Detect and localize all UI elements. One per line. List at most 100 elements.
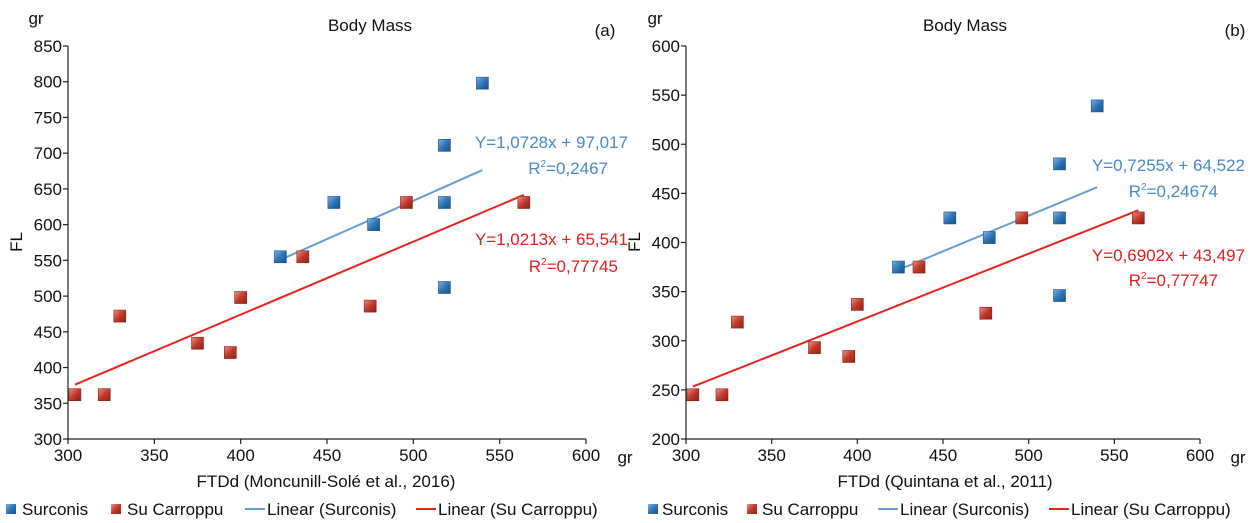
panel-a-point-su-carroppu: [296, 250, 310, 264]
panel-b-y-tick-label: 500: [652, 135, 680, 154]
panel-a-x-tick-label: 350: [140, 446, 168, 465]
panel-a-legend-su-carroppu-label: Su Carroppu: [127, 500, 223, 519]
panel-b-label: (b): [1225, 21, 1246, 40]
panel-b-surconis-r2-value: =0,24674: [1147, 182, 1218, 201]
panel-b-point-surconis: [1053, 289, 1066, 302]
panel-a-x-tick-label: 450: [313, 446, 341, 465]
panel-b-point-su-carroppu: [715, 388, 729, 402]
panel-a-x-tick-label: 500: [399, 446, 427, 465]
panel-b-y-axis-label: FL: [625, 232, 644, 252]
panel-a-x-tick-label: 400: [226, 446, 254, 465]
panel-a-y-tick-label: 550: [34, 251, 62, 270]
panel-b-y-tick-label: 450: [652, 184, 680, 203]
panel-b-point-surconis: [1053, 157, 1066, 171]
panel-a-y-tick-label: 300: [34, 430, 62, 449]
panel-b-point-su-carroppu: [842, 350, 856, 363]
panel-a-y-tick-label: 650: [34, 180, 62, 199]
panel-b-point-su-carroppu: [1132, 211, 1145, 225]
panel-a-point-surconis: [367, 218, 380, 231]
panel-a-surconis-equation: Y=1,0728x + 97,017: [475, 133, 628, 152]
panel-b-point-surconis: [1053, 211, 1066, 225]
panel-a-su-carroppu-r2: R2=0,77745: [529, 257, 618, 276]
panel-b-chart: gr Body Mass (b) FL gr FTDd (Quintana et…: [625, 9, 1246, 491]
panel-a-y-tick-label: 500: [34, 287, 62, 306]
panel-a-label: (a): [595, 21, 616, 40]
panel-b-point-surconis: [892, 260, 905, 274]
panel-b-y-tick-label: 550: [652, 86, 680, 105]
panel-a-point-surconis: [438, 139, 451, 152]
panel-a-x-tick-label: 600: [572, 446, 600, 465]
panel-a-point-surconis: [274, 250, 287, 264]
panel-a-legend: Surconis Su Carroppu Linear (Surconis) L…: [6, 500, 598, 519]
panel-a-point-su-carroppu: [234, 291, 247, 304]
panel-a-y-tick-label: 700: [34, 144, 62, 163]
panel-a-trendline-surconis: [279, 169, 483, 261]
panel-b-x-axis-label: FTDd (Quintana et al., 2011): [837, 472, 1052, 491]
panel-a-point-surconis: [327, 196, 341, 209]
panel-b-legend-surconis-label: Surconis: [662, 500, 728, 519]
panel-a-y-unit: gr: [28, 9, 43, 28]
panel-a-y-tick-label: 400: [34, 359, 62, 378]
panel-a-point-surconis: [476, 76, 489, 90]
panel-a-y-tick-label: 450: [34, 323, 62, 342]
panel-b-point-surconis: [943, 211, 957, 225]
panel-b-x-tick-label: 300: [672, 446, 700, 465]
panel-b-trendline-surconis: [898, 186, 1098, 271]
panel-b-su-carroppu-r2-value: =0,77747: [1147, 271, 1218, 290]
panel-a-su-carroppu-r2-value: =0,77745: [547, 257, 618, 276]
panel-b-x-tick-label: 400: [843, 446, 871, 465]
panel-a-surconis-r2: R2=0,2467: [528, 159, 608, 178]
panel-b-legend-su-carroppu-label: Su Carroppu: [762, 500, 858, 519]
panel-a-point-su-carroppu: [113, 309, 127, 323]
panel-b-legend-surconis-marker: [648, 504, 658, 514]
panel-b-point-su-carroppu: [1015, 211, 1029, 225]
panel-a-x-tick-label: 550: [485, 446, 513, 465]
panel-b-point-surconis: [982, 231, 996, 244]
panel-a-surconis-r2-value: =0,2467: [546, 159, 608, 178]
panel-b-y-tick-label: 300: [652, 332, 680, 351]
panel-b-trendline-su-carroppu: [692, 209, 1139, 388]
panel-b-point-su-carroppu: [731, 315, 744, 329]
panel-b-point-su-carroppu: [686, 388, 700, 402]
panel-b-y-tick-label: 250: [652, 381, 680, 400]
panel-b-point-su-carroppu: [979, 306, 993, 320]
panel-b-y-tick-label: 400: [652, 234, 680, 253]
panel-a-y-tick-label: 800: [34, 73, 62, 92]
panel-a-point-surconis: [438, 281, 451, 294]
panel-b-y-tick-label: 200: [652, 430, 680, 449]
panel-a-point-su-carroppu: [517, 196, 531, 209]
panel-b-su-carroppu-equation: Y=0,6902x + 43,497: [1092, 246, 1245, 265]
panel-a-point-su-carroppu: [400, 196, 413, 209]
panel-a-x-axis-label: FTDd (Moncunill-Solé et al., 2016): [197, 472, 456, 491]
panel-a-legend-surconis-label: Surconis: [22, 500, 88, 519]
panel-b-su-carroppu-r2: R2=0,77747: [1129, 271, 1218, 290]
panel-a-point-su-carroppu: [68, 388, 82, 401]
panel-b-surconis-equation: Y=0,7255x + 64,522: [1092, 156, 1245, 175]
panel-b-title: Body Mass: [923, 16, 1007, 35]
panel-b-x-tick-label: 550: [1100, 446, 1128, 465]
panel-a-point-su-carroppu: [224, 346, 237, 359]
panel-a-point-surconis: [438, 196, 451, 209]
panel-a-y-axis-label: FL: [7, 232, 26, 252]
panel-a-y-tick-label: 750: [34, 108, 62, 127]
panel-a-legend-linear-su-carroppu-label: Linear (Su Carroppu): [438, 500, 598, 519]
panel-b-surconis-r2: R2=0,24674: [1129, 182, 1218, 201]
panel-a-legend-linear-surconis-label: Linear (Surconis): [267, 500, 396, 519]
panel-b-point-surconis: [1090, 99, 1104, 113]
panel-b-legend-linear-su-carroppu-label: Linear (Su Carroppu): [1071, 500, 1231, 519]
panel-b-legend: Surconis Su Carroppu Linear (Surconis) L…: [648, 500, 1231, 519]
panel-a-y-tick-label: 600: [34, 216, 62, 235]
panel-a-y-tick-label: 850: [34, 37, 62, 56]
panel-a-point-su-carroppu: [363, 299, 377, 313]
panel-a-legend-surconis-marker: [6, 504, 16, 514]
panel-a-trendline-su-carroppu: [74, 194, 525, 386]
panel-b-x-tick-label: 500: [1014, 446, 1042, 465]
panel-b-legend-su-carroppu-marker: [747, 504, 757, 514]
panel-a-legend-su-carroppu-marker: [111, 504, 121, 514]
panel-a-su-carroppu-equation: Y=1,0213x + 65,541: [475, 230, 628, 249]
panel-a-point-su-carroppu: [191, 336, 204, 350]
panel-b-x-tick-label: 450: [929, 446, 957, 465]
panel-b-y-unit: gr: [647, 9, 662, 28]
panel-b-y-tick-label: 600: [652, 37, 680, 56]
